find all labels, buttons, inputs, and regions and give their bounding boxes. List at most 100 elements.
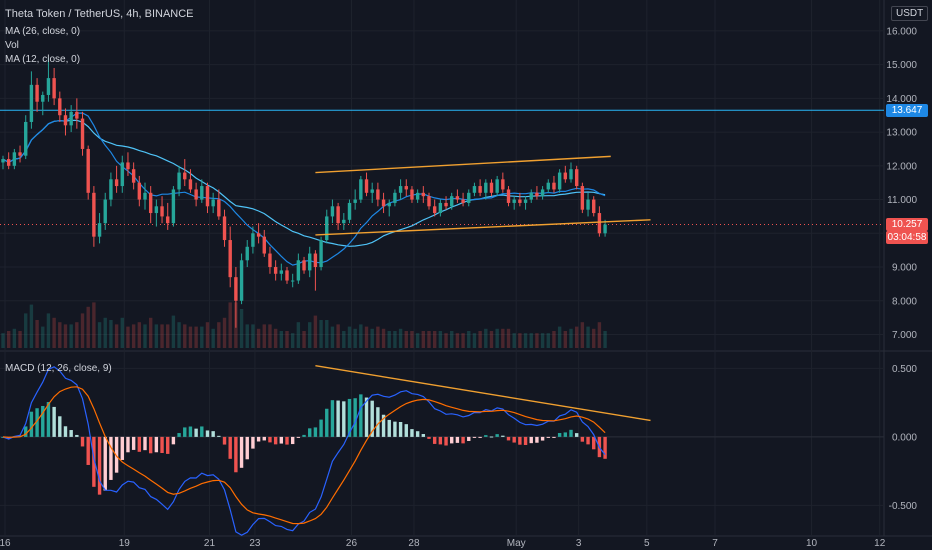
volume-bar — [75, 322, 79, 348]
volume-bar — [114, 324, 119, 348]
macd-histogram-bar — [205, 430, 210, 437]
candle-body — [24, 121, 28, 156]
macd-histogram-bar — [472, 436, 477, 438]
candle-body — [569, 169, 573, 180]
time-tick-label: 16 — [0, 538, 11, 549]
volume-bar — [529, 333, 533, 348]
price-tick-label: 12.000 — [886, 161, 917, 172]
price-tick-label: 13.000 — [886, 128, 917, 139]
candle-body — [177, 172, 181, 190]
price-trendline — [315, 155, 611, 174]
countdown-badge: 03:04:58 — [886, 230, 928, 244]
volume-bar — [478, 331, 482, 348]
time-tick-label: 12 — [874, 538, 886, 549]
volume-bar — [171, 315, 176, 348]
macd-histogram-bar — [512, 436, 516, 443]
volume-bar — [120, 317, 124, 348]
candle-body — [398, 186, 403, 193]
candle-body — [313, 253, 318, 268]
macd-histogram-bar — [308, 428, 312, 437]
candle-body — [109, 179, 113, 200]
candle-body — [29, 84, 34, 122]
candle-body — [467, 192, 471, 203]
time-tick-label: May — [507, 538, 526, 549]
ma26-legend[interactable]: MA (26, close, 0) — [5, 26, 81, 37]
volume-bar — [495, 328, 499, 348]
candle-body — [506, 189, 511, 203]
macd-histogram-bar — [438, 436, 443, 445]
macd-histogram-bar — [251, 436, 255, 449]
candle-body — [137, 182, 142, 200]
price-tick-label: 9.000 — [892, 263, 917, 274]
candle-body — [154, 206, 159, 214]
currency-badge[interactable]: USDT — [891, 6, 929, 21]
candles — [1, 57, 607, 328]
symbol-title[interactable]: Theta Token / TetherUS, 4h, BINANCE — [5, 8, 194, 20]
candle-body — [376, 189, 380, 200]
macd-histogram-bar — [262, 436, 266, 441]
candle-body — [444, 202, 448, 207]
volume-bar — [285, 331, 289, 348]
volume-bar — [183, 324, 187, 348]
volume-bar — [347, 326, 352, 348]
macd-legend[interactable]: MACD (12, 26, close, 9) — [5, 363, 112, 374]
candle-body — [370, 189, 374, 193]
macd-histogram-bar — [552, 436, 556, 438]
volume-bar — [484, 328, 488, 348]
macd-histogram-bar — [592, 436, 596, 450]
volume-bar — [574, 326, 579, 348]
volume-bar — [381, 328, 386, 348]
volume-bar — [501, 328, 505, 348]
volume-bar — [143, 324, 147, 348]
price-tick-label: 8.000 — [892, 296, 917, 307]
candle-body — [330, 206, 335, 217]
candle-body — [268, 253, 272, 268]
candle-body — [592, 199, 596, 214]
volume-bar — [166, 324, 170, 348]
macd-histogram-bar — [495, 434, 499, 437]
macd-histogram-bar — [302, 434, 306, 437]
macd-histogram-bar — [29, 411, 34, 437]
ma12-legend[interactable]: MA (12, close, 0) — [5, 54, 81, 65]
candle-body — [353, 199, 357, 203]
macd-histogram-bar — [455, 436, 460, 443]
candle-body — [273, 267, 278, 274]
candle-body — [381, 199, 386, 207]
candle-body — [535, 192, 539, 197]
volume-bar — [222, 317, 227, 348]
volume-bar — [512, 333, 516, 348]
candle-body — [80, 118, 85, 149]
macd-histogram-bar — [484, 435, 488, 437]
volume-bar — [160, 324, 164, 348]
vol-legend[interactable]: Vol — [5, 40, 19, 51]
volume-bar — [154, 324, 159, 348]
macd-histogram-bar — [546, 436, 550, 438]
candle-body — [92, 192, 96, 237]
candle-body — [131, 169, 136, 183]
macd-histogram-bar — [364, 397, 369, 437]
volume-bar — [325, 320, 329, 348]
candle-body — [126, 162, 130, 170]
volume-bar — [523, 333, 528, 348]
candle-body — [336, 206, 340, 224]
macd-histogram-bar — [52, 406, 56, 437]
candle-body — [438, 202, 443, 214]
macd-histogram-bar — [234, 436, 238, 473]
axes: 16.00015.00014.00013.00012.00011.00010.0… — [0, 26, 917, 549]
volume-bar — [370, 328, 374, 348]
volume-bar — [290, 333, 295, 348]
volume-bar — [592, 328, 596, 348]
candle-body — [86, 148, 90, 193]
volume-bar — [586, 326, 590, 348]
candle-body — [552, 182, 556, 190]
candle-body — [347, 202, 352, 220]
ma12-line — [2, 112, 606, 266]
macd-histogram-bar — [393, 421, 397, 437]
macd-histogram-bar — [75, 434, 79, 437]
candle-body — [6, 159, 11, 166]
volume-bar — [137, 322, 142, 348]
macd-histogram-bar — [336, 400, 340, 437]
volume-bar — [177, 322, 181, 348]
macd-histogram-bar — [97, 436, 102, 495]
